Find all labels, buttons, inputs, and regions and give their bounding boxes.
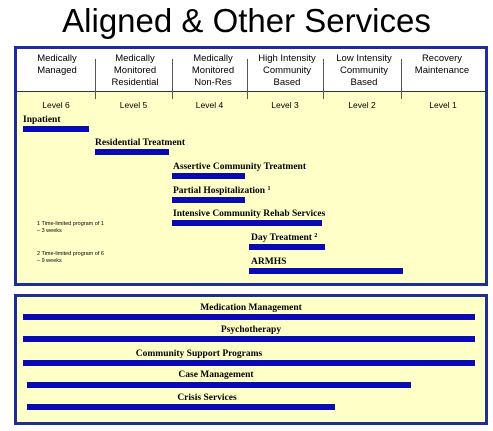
- level-label-2: Level 2: [348, 100, 376, 110]
- service-bar-partial-hospitalization: [172, 197, 245, 203]
- service-bar-armhs: [249, 268, 403, 274]
- level-label-1: Level 1: [429, 100, 457, 110]
- column-header-level-1: Recovery Maintenance: [414, 53, 470, 76]
- service-bar-medication-management: [23, 314, 475, 320]
- service-label-day-treatment: Day Treatment 2: [251, 233, 318, 243]
- column-header-level-5: Medically Monitored Residential: [111, 53, 159, 88]
- service-bar-psychotherapy: [23, 336, 475, 342]
- service-bar-case-management: [27, 382, 411, 388]
- service-label-inpatient: Inpatient: [23, 115, 61, 125]
- service-label-case-management: Case Management: [178, 370, 254, 380]
- service-bar-act: [172, 173, 245, 179]
- level-label-3: Level 3: [271, 100, 299, 110]
- service-label-residential-treatment: Residential Treatment: [95, 138, 185, 148]
- service-bar-inpatient: [23, 126, 89, 132]
- column-header-level-3: High Intensity Community Based: [258, 53, 316, 88]
- service-label-crisis-services: Crisis Services: [177, 393, 237, 403]
- service-bar-residential-treatment: [95, 149, 169, 155]
- service-bar-crisis-services: [27, 404, 335, 410]
- service-label-act: Assertive Community Treatment: [173, 162, 306, 172]
- service-label-icrs: Intensive Community Rehab Services: [173, 209, 326, 219]
- service-label-community-support-programs: Community Support Programs: [135, 349, 263, 359]
- service-label-armhs: ARMHS: [251, 257, 287, 267]
- level-label-4: Level 4: [195, 100, 224, 110]
- footnote-2: 2 Time-limited program of 6 – 9 weeks: [37, 251, 104, 264]
- level-label-5: Level 5: [119, 100, 148, 110]
- column-header-level-4: Medically Monitored Non-Res: [191, 53, 235, 88]
- service-label-psychotherapy: Psychotherapy: [220, 325, 282, 335]
- service-bar-day-treatment: [249, 244, 325, 250]
- service-bar-community-support-programs: [23, 360, 475, 366]
- service-label-partial-hospitalization: Partial Hospitalization 1: [173, 186, 271, 196]
- other-services-panel: Medication Management Psychotherapy Comm…: [14, 294, 488, 425]
- column-header-level-2: Low Intensity Community Based: [336, 53, 392, 88]
- service-label-medication-management: Medication Management: [200, 303, 302, 313]
- column-divider: [95, 59, 96, 99]
- page-title: Aligned & Other Services: [62, 2, 431, 39]
- aligned-services-panel: Medically Managed Medically Monitored Resid…: [14, 46, 488, 286]
- footnote-1: 1 Time-limited program of 1 – 3 weeks: [37, 221, 104, 234]
- column-divider: [172, 59, 173, 99]
- level-label-6: Level 6: [42, 100, 70, 110]
- column-divider: [247, 59, 248, 99]
- level-header-row: Medically Managed Medically Monitored Resid…: [17, 49, 485, 92]
- service-bar-icrs: [172, 220, 322, 226]
- column-header-level-6: Medically Managed: [37, 53, 77, 76]
- column-divider: [323, 59, 324, 99]
- column-divider: [401, 59, 402, 99]
